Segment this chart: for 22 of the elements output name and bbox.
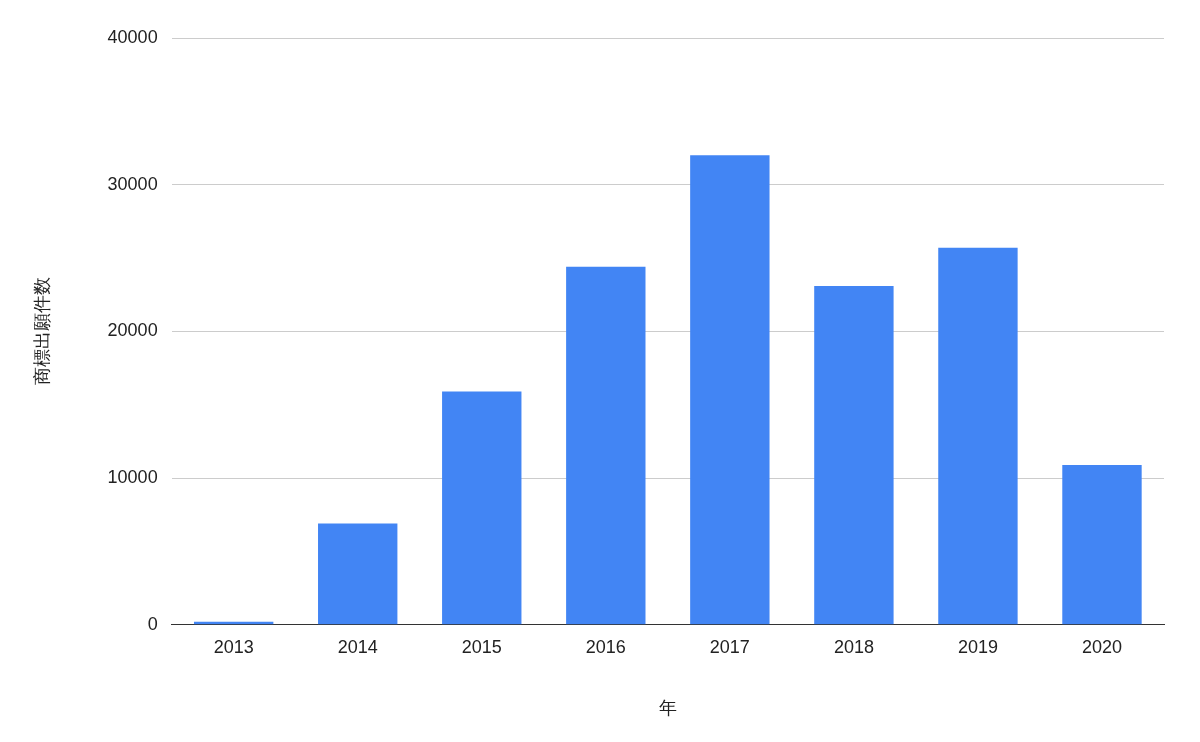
bar	[814, 285, 894, 625]
y-tick-label: 20000	[107, 320, 158, 341]
bar	[442, 391, 522, 625]
y-tick-label: 40000	[107, 26, 158, 47]
bar	[318, 523, 398, 625]
x-tick-label: 2017	[709, 636, 750, 657]
bar	[690, 155, 770, 625]
x-tick-label: 2015	[461, 636, 502, 657]
x-tick-label: 2016	[585, 636, 626, 657]
y-axis-title: 商標出願件数	[31, 277, 52, 386]
x-tick-label: 2013	[213, 636, 254, 657]
x-axis-title: 年	[658, 698, 677, 719]
bar	[566, 266, 646, 625]
x-tick-label: 2020	[1081, 636, 1122, 657]
x-tick-label: 2018	[833, 636, 874, 657]
x-tick-label: 2014	[337, 636, 378, 657]
bar	[938, 247, 1018, 625]
y-tick-label: 10000	[107, 467, 158, 488]
y-tick-label: 0	[147, 613, 158, 634]
x-tick-label: 2019	[957, 636, 998, 657]
bar	[1062, 464, 1142, 625]
y-tick-label: 30000	[107, 173, 158, 194]
